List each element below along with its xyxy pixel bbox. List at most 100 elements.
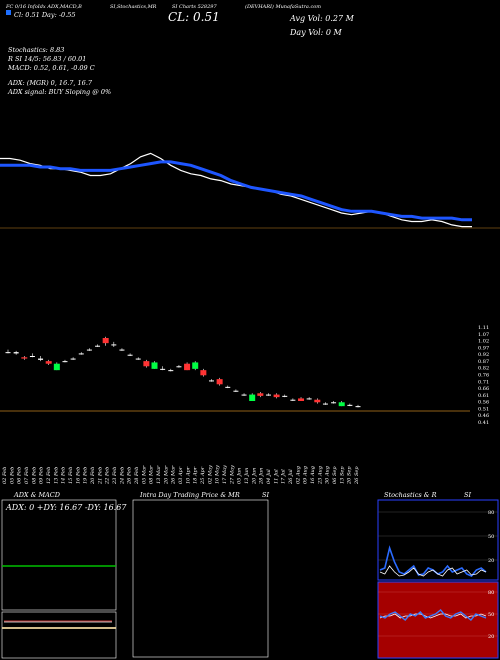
price-axis: 1.111.071.020.970.920.870.820.760.710.66…	[478, 325, 489, 426]
stoch-panel-si: SI	[464, 491, 472, 499]
candle-body	[70, 358, 76, 360]
candle-body	[86, 349, 92, 351]
date-tick: 20 Mar	[163, 465, 169, 485]
rsi-panel	[377, 581, 499, 659]
date-tick: 11 Jul	[273, 469, 279, 484]
price-tick: 1.07	[478, 332, 489, 338]
date-tick: 17 May	[222, 465, 228, 484]
candle-body	[355, 406, 361, 408]
candle-body	[168, 370, 174, 372]
candle-body	[273, 394, 280, 398]
candle-body	[338, 402, 345, 407]
date-tick: 23 Feb	[112, 467, 118, 485]
candle-body	[53, 363, 60, 371]
candle-body	[290, 399, 296, 401]
stoch-tick: 20	[488, 558, 494, 564]
adx-panel-title: ADX & MACD	[14, 491, 60, 499]
candle-body	[176, 366, 182, 368]
date-tick: 13 Jun	[244, 468, 250, 484]
rsi-line-blue	[379, 609, 487, 621]
candle-body	[249, 394, 256, 401]
date-tick: 08 Mar	[149, 465, 155, 484]
price-tick: 0.76	[478, 373, 489, 379]
price-tick: 0.82	[478, 366, 489, 372]
macd-readout: MACD: 0.52, 0.61, -0.09 C	[8, 64, 95, 72]
header-line1-mid2: SI Charts 528297	[172, 4, 217, 10]
date-tick: 21 Feb	[97, 467, 103, 485]
date-tick: 23 Aug	[317, 466, 323, 485]
header-line1-left: FC 0/16 InfoIdx ADX,MACD,B	[6, 4, 82, 10]
date-tick: 26 Sep	[354, 466, 360, 485]
stochastics-readout: Stochastics: 8.83	[8, 46, 65, 54]
stoch-line-white	[379, 565, 487, 577]
price-tick: 0.66	[478, 386, 489, 392]
rsi-tick: 50	[488, 612, 494, 618]
candle-body	[119, 349, 125, 351]
price-tick: 0.87	[478, 359, 489, 365]
date-tick: 15 Feb	[68, 467, 74, 484]
candle-body	[184, 363, 191, 371]
price-line: Cl: 0.51 Day: -0.55	[14, 11, 76, 19]
stochastics-panel	[377, 499, 499, 581]
date-tick: 06 Sep	[332, 466, 338, 484]
date-tick: 10 Apr	[185, 466, 191, 484]
date-tick: 16 Aug	[310, 466, 316, 484]
date-tick: 04 Jul	[266, 469, 272, 484]
close-value: CL: 0.51	[168, 10, 220, 24]
date-tick: 24 Feb	[119, 467, 125, 485]
price-tick: 0.56	[478, 400, 489, 406]
rsi-readout: R SI 14/5: 56.83 / 60.01	[8, 55, 87, 63]
moving-average-lines	[0, 152, 500, 229]
candle-body	[78, 353, 84, 355]
adx-values: ADX: 0 +DY: 16.67 -DY: 16.67	[6, 503, 127, 512]
header-line1-right: (DEVHARI) MunafaSutra.com	[245, 4, 322, 10]
date-tick: 05 Jun	[237, 468, 243, 484]
date-tick: 26 Feb	[127, 467, 133, 485]
candle-body	[5, 352, 11, 354]
date-tick: 28 Feb	[134, 467, 140, 485]
candle-body	[192, 362, 199, 369]
date-tick: 19 Feb	[83, 467, 89, 484]
date-tick: 10 May	[215, 465, 221, 484]
legend-marker	[6, 10, 11, 15]
candle-body	[29, 356, 35, 357]
candle-body	[216, 379, 223, 385]
date-tick: 02 Feb	[2, 467, 8, 484]
price-tick: 0.71	[478, 379, 489, 385]
date-tick: 13 Sep	[339, 466, 345, 484]
date-tick: 07 Feb	[24, 467, 30, 484]
date-tick: 28 Jun	[259, 468, 265, 485]
candle-body	[282, 395, 288, 397]
indicator-panels: 80 50 20 80 50 20	[1, 499, 499, 659]
candle-body	[233, 390, 239, 392]
candle-body	[45, 361, 52, 364]
average-line-2	[0, 160, 472, 222]
adx-signal-readout: ADX signal: BUY Sloping @ 0%	[8, 88, 112, 96]
avg-volume: Avg Vol: 0.27 M	[290, 14, 354, 23]
date-tick: 22 Feb	[105, 467, 111, 485]
candle-body	[102, 338, 109, 344]
date-tick: 25 Apr	[200, 466, 206, 485]
date-tick: 09 Feb	[39, 467, 45, 484]
candle-body	[127, 354, 133, 356]
average-line-1	[0, 152, 472, 228]
date-tick: 14 Feb	[61, 467, 67, 484]
adx-readout: ADX: (MGR) 0, 16.7, 16.7	[8, 79, 93, 87]
candle-body	[347, 404, 353, 406]
stoch-panel-title: Stochastics & R	[384, 491, 437, 499]
candle-body	[200, 370, 207, 376]
date-tick: 27 May	[229, 465, 235, 485]
candle-body	[160, 368, 166, 370]
date-tick: 26 Jul	[288, 469, 294, 485]
candle-body	[38, 358, 44, 360]
stoch-tick: 50	[488, 534, 494, 540]
rsi-tick: 80	[488, 590, 494, 596]
candle-body	[331, 402, 337, 404]
intraday-panel	[132, 499, 269, 658]
date-tick: 17 Jul	[281, 469, 287, 484]
date-tick: 16 Feb	[75, 467, 81, 484]
date-tick: 02 May	[207, 465, 213, 484]
header-line1-mid: SI,Stochastics,MR	[110, 4, 157, 10]
candle-body	[21, 357, 28, 359]
date-tick: 20 Feb	[90, 467, 96, 485]
